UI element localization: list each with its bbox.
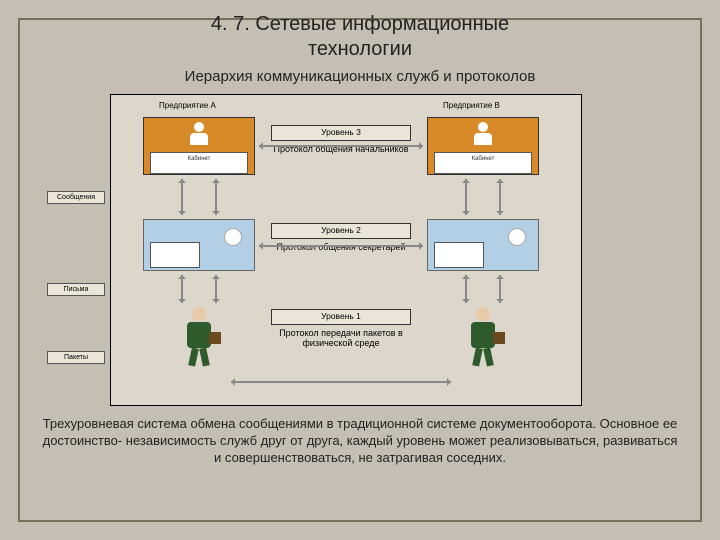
arrow-b-3-2 xyxy=(465,179,467,215)
arrow-a-2-1 xyxy=(181,275,183,303)
boss-icon xyxy=(473,122,493,146)
arrow-a-3-2b xyxy=(215,179,217,215)
arrow-level2 xyxy=(259,245,423,247)
side-label-packets: Пакеты xyxy=(47,351,105,364)
slide-subtitle: Иерархия коммуникационных служб и проток… xyxy=(0,68,720,85)
enterprise-b-level2 xyxy=(427,219,539,271)
secretary-icon xyxy=(508,228,526,246)
arrow-level3 xyxy=(259,145,423,147)
enterprise-a-level2 xyxy=(143,219,255,271)
level1-label: Уровень 1 xyxy=(271,309,411,325)
side-label-letters: Письма xyxy=(47,283,105,296)
mid-level1: Уровень 1 Протокол передачи пакетов в фи… xyxy=(271,309,411,348)
secretary-icon xyxy=(224,228,242,246)
slide-title: 4. 7. Сетевые информационные технологии xyxy=(0,12,720,62)
desk-label-b: Кабинет xyxy=(434,152,532,174)
arrow-a-3-2 xyxy=(181,179,183,215)
level3-label: Уровень 3 xyxy=(271,125,411,141)
secretary-desk-icon xyxy=(150,242,200,268)
enterprise-a-level3: Кабинет xyxy=(143,117,255,175)
courier-a-icon xyxy=(177,307,221,369)
col-a-label: Предприятие А xyxy=(159,101,216,110)
title-line-1: 4. 7. Сетевые информационные xyxy=(211,13,509,35)
col-b-label: Предприятие В xyxy=(443,101,500,110)
arrow-b-3-2b xyxy=(499,179,501,215)
level2-label: Уровень 2 xyxy=(271,223,411,239)
title-line-2: технологии xyxy=(308,38,412,60)
boss-icon xyxy=(189,122,209,146)
caption-text: Трехуровневая система обмена сообщениями… xyxy=(40,416,680,467)
arrow-b-2-1b xyxy=(499,275,501,303)
proto1-label: Протокол передачи пакетов в физической с… xyxy=(271,328,411,349)
arrow-a-2-1b xyxy=(215,275,217,303)
arrow-b-2-1 xyxy=(465,275,467,303)
enterprise-b-level3: Кабинет xyxy=(427,117,539,175)
side-label-messages: Сообщения xyxy=(47,191,105,204)
secretary-desk-icon xyxy=(434,242,484,268)
courier-b-icon xyxy=(461,307,505,369)
desk-label-a: Кабинет xyxy=(150,152,248,174)
hierarchy-diagram: Предприятие А Предприятие В Сообщения Пи… xyxy=(110,94,582,406)
mid-level3: Уровень 3 Протокол общения начальников xyxy=(271,125,411,154)
arrow-level1 xyxy=(231,381,451,383)
mid-level2: Уровень 2 Протокол общения секретарей xyxy=(271,223,411,252)
